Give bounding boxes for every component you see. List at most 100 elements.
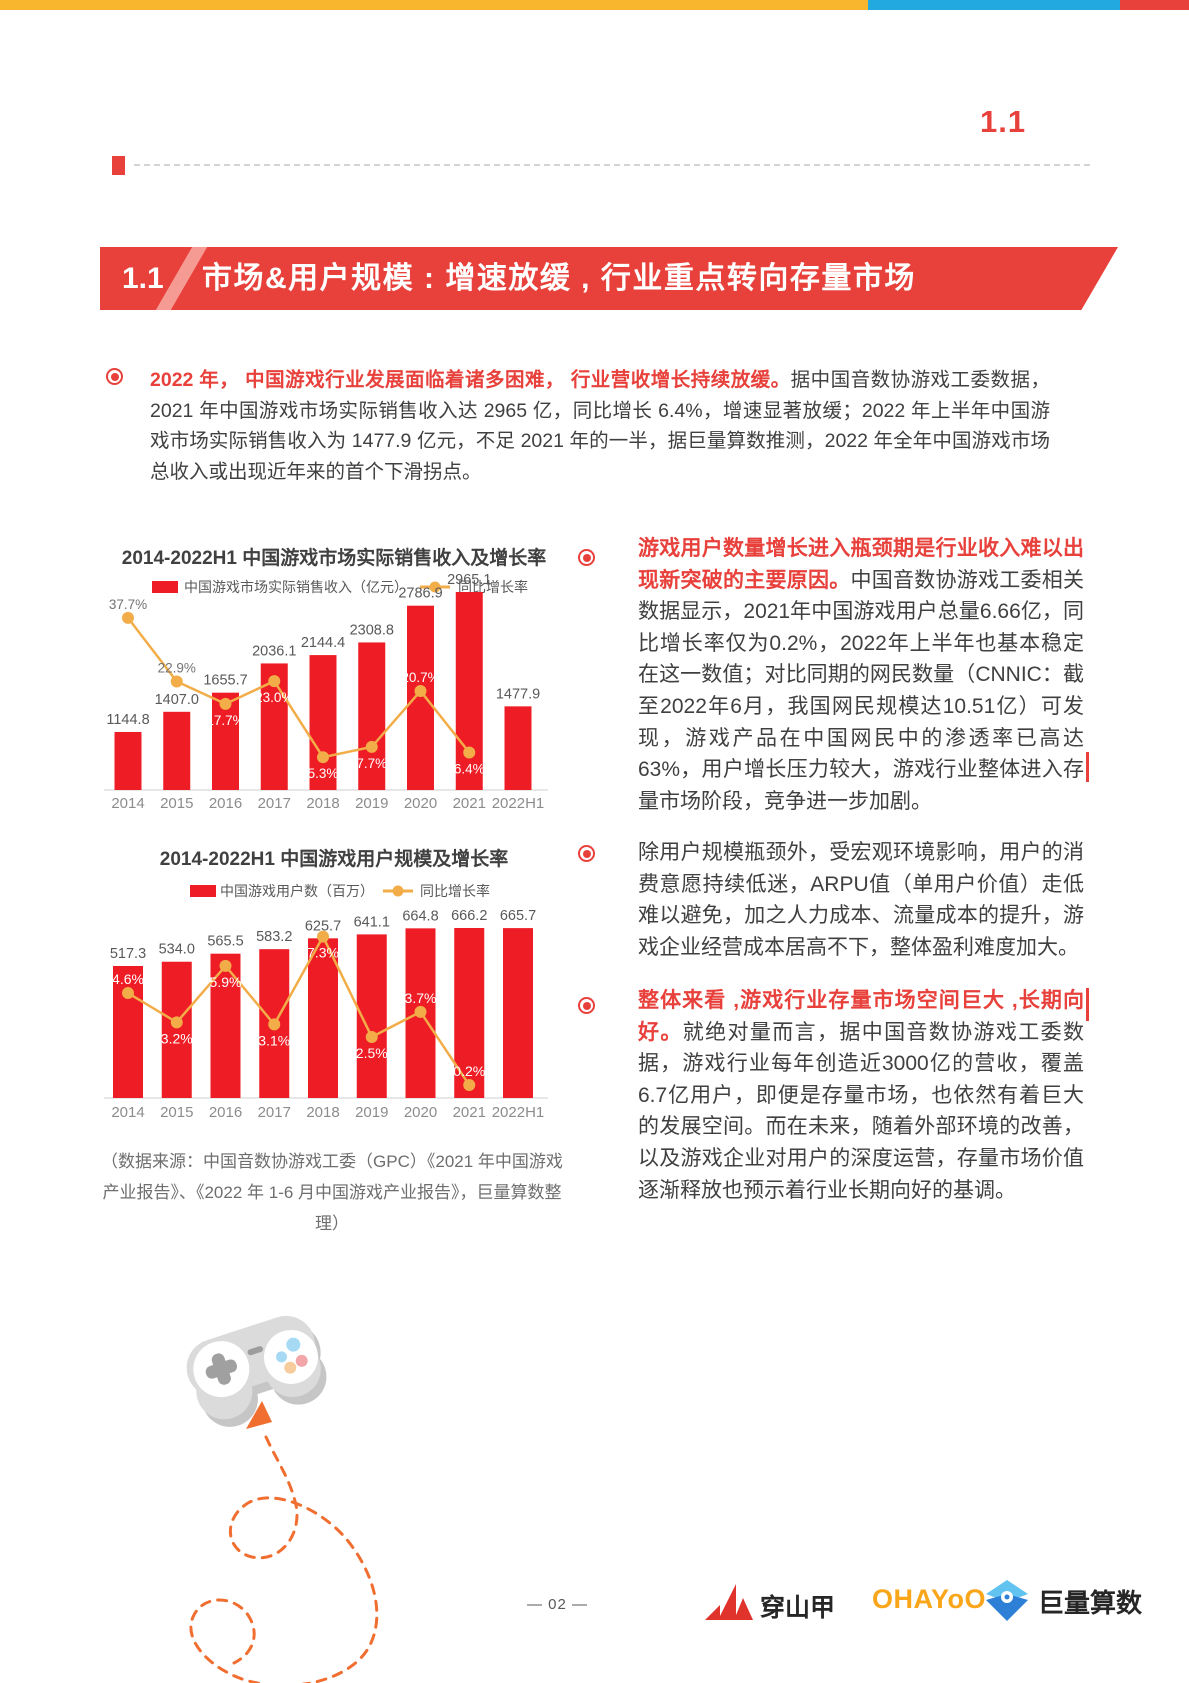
line-marker [463,1079,476,1092]
bullet-icon [106,368,123,385]
growth-label: 5.3% [308,766,339,781]
line-marker [170,1016,183,1029]
bar-value-label: 583.2 [256,929,292,945]
bar-value-label: 1407.0 [155,692,199,708]
legend-line-label: 同比增长率 [420,883,490,899]
x-tick-label: 2020 [404,1104,437,1121]
red-square-ornament [112,156,125,175]
bar-value-label: 641.1 [354,914,390,930]
growth-label: 23.0% [255,690,293,705]
bar-value-label: 517.3 [110,946,146,962]
legend-bar-label: 中国游戏市场实际销售收入（亿元） [184,579,408,595]
bar [407,605,434,790]
x-tick-label: 2016 [209,795,242,812]
growth-label: 2.5% [356,1045,388,1061]
bar-value-label: 2965.1 [447,572,491,588]
red-margin-mark [1086,752,1089,782]
line-marker [122,987,134,1000]
bar-value-label: 665.7 [500,908,536,924]
chart-title: 2014-2022H1 中国游戏市场实际销售收入及增长率 [122,546,546,569]
x-tick-label: 2021 [453,795,486,812]
paragraph-body: 就绝对量而言，据中国音数协游戏工委数据，游戏行业每年创造近3000亿的营收，覆盖… [638,1020,1085,1202]
growth-label: 37.7% [109,597,147,612]
section-banner-number: 1.1 [122,262,164,295]
topbar-blue-segment [868,0,1120,10]
growth-label: 3.2% [161,1030,193,1046]
bar-value-label: 2144.4 [301,635,345,651]
paragraph-user-bottleneck: 游戏用户数量增长进入瓶颈期是行业收入难以出现新突破的主要原因。中国音数协游戏工委… [638,533,1084,817]
bar-value-label: 666.2 [451,908,487,924]
line-marker [219,959,232,972]
bar-value-label: 1477.9 [496,686,540,702]
bar [504,706,532,790]
x-tick-label: 2022H1 [492,795,545,812]
line-marker [170,675,183,688]
legend-bar-label: 中国游戏用户数（百万） [220,883,374,899]
section-banner-title: 市场&用户规模 : 增速放缓 , 行业重点转向存量市场 [202,262,916,295]
paragraph-body: 中国音数协游戏工委相关数据显示，2021年中国游戏用户总量6.66亿，同比增长率… [638,568,1084,813]
bar [308,938,338,1098]
legend-line-label: 同比增长率 [458,579,528,595]
line-marker [317,930,329,943]
x-tick-label: 2015 [160,795,193,812]
pangle-logo-icon [705,1584,753,1620]
x-tick-label: 2015 [160,1104,193,1121]
corner-section-number: 1.1 [980,104,1027,139]
line-marker [463,746,476,759]
bar-value-label: 1655.7 [203,673,247,689]
dpad-cross-icon [205,1353,237,1385]
paragraph-body: 除用户规模瓶颈外，受宏观环境影响，用户的消费意愿持续低迷，ARPU值（单用户价值… [638,841,1084,959]
line-marker [219,697,232,710]
bar [455,591,483,790]
page-number: — 02 — [527,1596,589,1613]
growth-label: 3.7% [405,990,437,1006]
ohayoo-logo: OHAYoO [872,1584,987,1614]
growth-label: 3.1% [258,1032,290,1048]
top-color-bar [0,0,1189,10]
growth-label: 4.6% [112,971,144,987]
chart-title: 2014-2022H1 中国游戏用户规模及增长率 [160,847,508,870]
paragraph-highlight: 整体来看 ,游戏行业存量市场空间巨大 ,长期向好。 [638,989,1084,1044]
bar-value-label: 2786.9 [398,586,442,602]
chart-market-revenue: 2014-2022H1 中国游戏市场实际销售收入及增长率中国游戏市场实际销售收入… [104,546,548,812]
action-buttons-icon [276,1337,308,1374]
bar [358,642,386,790]
growth-label: 0.2% [453,1063,485,1079]
gamepad-icon [186,1315,327,1427]
x-tick-label: 2014 [111,1104,144,1121]
bar [503,928,533,1098]
dashed-path [189,1435,379,1683]
growth-line [127,933,471,1086]
line-marker [268,675,281,688]
bar-value-label: 2036.1 [252,643,296,659]
intro-paragraph: 2022 年， 中国游戏行业发展面临着诸多困难， 行业营收增长持续放缓。据中国音… [150,365,1050,487]
bar [163,711,191,790]
gamepad-illustration [186,1315,379,1683]
x-tick-label: 2022H1 [492,1104,545,1121]
bullet-icon [578,997,595,1014]
bullet-icon [578,845,595,862]
x-tick-label: 2018 [306,1104,339,1121]
bar [309,655,337,790]
red-margin-mark [1086,988,1089,1021]
x-tick-label: 2016 [209,1104,242,1121]
intro-highlight: 2022 年， 中国游戏行业发展面临着诸多困难， 行业营收增长持续放缓。 [150,369,791,391]
dashed-trail [189,1401,379,1683]
growth-label: 7.7% [356,756,387,771]
intro-body: 据中国音数协游戏工委数据，2021 年中国游戏市场实际销售收入达 2965 亿，… [150,369,1050,483]
dashed-divider [134,164,1090,166]
bar-value-label: 2308.8 [350,622,394,638]
bar-value-label: 625.7 [305,918,341,934]
line-marker [365,740,378,753]
line-marker [268,1018,281,1031]
paragraph-long-term: 整体来看 ,游戏行业存量市场空间巨大 ,长期向好。就绝对量而言，据中国音数协游戏… [638,985,1084,1206]
x-tick-label: 2017 [258,1104,291,1121]
arrow-icon [246,1401,272,1429]
legend-bar-swatch [190,885,216,897]
bar-value-label: 565.5 [207,934,243,950]
line-marker [414,684,427,697]
start-button-icon [247,1346,264,1356]
x-tick-label: 2020 [404,795,437,812]
